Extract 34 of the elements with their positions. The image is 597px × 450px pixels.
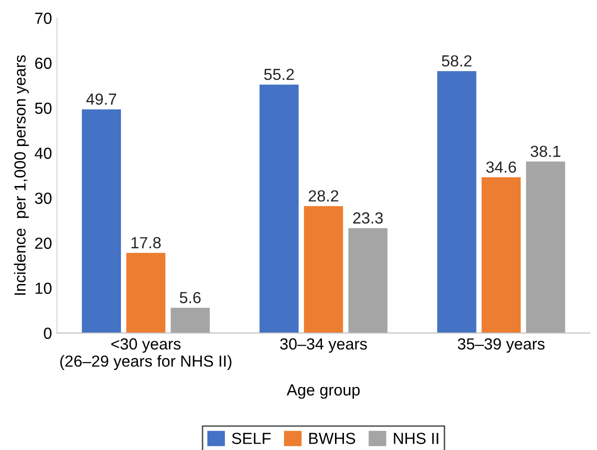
data-label: 23.3 bbox=[353, 212, 383, 224]
y-tick-label: 70 bbox=[35, 12, 52, 24]
y-axis-title: Incidence per 1,000 person years bbox=[14, 55, 29, 295]
data-label: 28.2 bbox=[308, 190, 338, 202]
y-tick-label: 0 bbox=[44, 328, 52, 339]
data-label: 38.1 bbox=[530, 146, 560, 158]
bar bbox=[304, 206, 344, 333]
data-label: 55.2 bbox=[264, 68, 294, 80]
y-tick-label: 40 bbox=[34, 148, 52, 159]
legend-label: NHS II bbox=[394, 432, 438, 444]
y-tick-label: 60 bbox=[35, 58, 52, 69]
x-tick-label: 30–34 years bbox=[280, 338, 367, 353]
y-tick-label: 50 bbox=[35, 102, 52, 114]
legend-label: BWHS bbox=[309, 432, 356, 444]
data-label: 49.7 bbox=[86, 93, 116, 105]
data-label: 58.2 bbox=[442, 55, 472, 67]
legend-label: SELF bbox=[232, 432, 271, 444]
bar bbox=[170, 308, 210, 333]
data-label: 34.6 bbox=[486, 161, 516, 173]
bar bbox=[348, 228, 388, 333]
bar bbox=[260, 84, 299, 333]
bar bbox=[482, 177, 521, 333]
y-tick-label: 30 bbox=[34, 192, 52, 204]
bar bbox=[526, 162, 566, 333]
x-axis-title: Age group bbox=[286, 384, 360, 399]
data-label: 17.8 bbox=[132, 237, 161, 248]
x-tick-label: 35–39 years bbox=[458, 338, 545, 353]
y-tick-label: 10 bbox=[36, 282, 52, 294]
bar bbox=[126, 252, 166, 333]
x-tick-label: <30 years (26–29 years for NHS II) bbox=[60, 338, 232, 370]
data-label: 5.6 bbox=[180, 292, 201, 304]
y-tick-label: 20 bbox=[35, 238, 52, 249]
bar bbox=[82, 109, 121, 333]
bar bbox=[437, 71, 476, 333]
